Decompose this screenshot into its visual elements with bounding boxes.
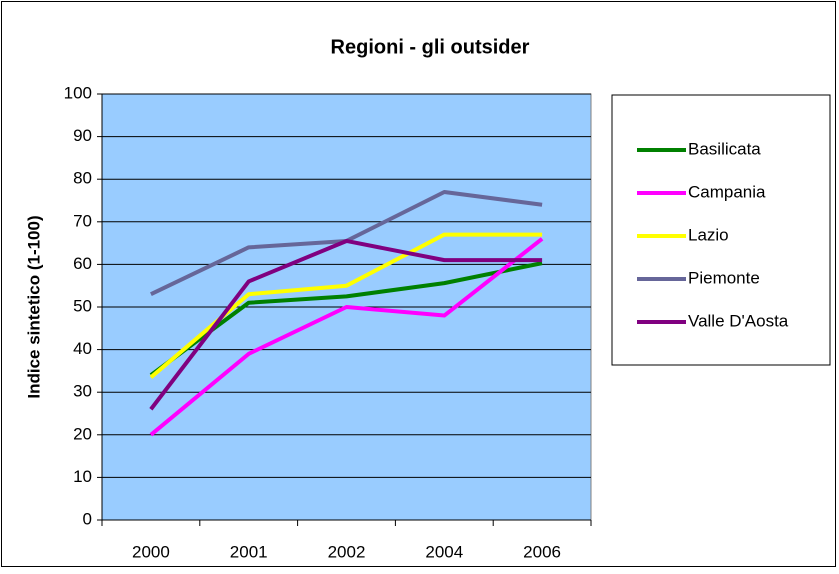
y-tick-label: 10 [73,467,92,486]
x-tick-label: 2002 [328,542,366,561]
y-tick-label: 80 [73,169,92,188]
chart-title: Regioni - gli outsider [331,36,530,58]
legend-label: Lazio [688,225,729,244]
y-tick-label: 0 [83,509,92,528]
x-tick-label: 2001 [230,542,268,561]
y-tick-label: 50 [73,296,92,315]
y-tick-label: 60 [73,254,92,273]
legend-label: Campania [688,182,766,201]
series-line [149,238,543,411]
y-tick-label: 90 [73,126,92,145]
y-tick-label: 70 [73,211,92,230]
legend-label: Basilicata [688,139,761,158]
legend-label: Piemonte [688,268,760,287]
y-tick-label: 100 [64,83,92,102]
y-tick-label: 40 [73,339,92,358]
y-tick-label: 30 [73,382,92,401]
legend-label: Valle D'Aosta [688,311,789,330]
x-tick-label: 2000 [132,542,170,561]
y-tick-label: 20 [73,424,92,443]
x-tick-label: 2004 [425,542,463,561]
x-tick-label: 2006 [523,542,561,561]
series-line [149,237,544,437]
y-axis-label: Indice sintetico (1-100) [24,215,43,398]
